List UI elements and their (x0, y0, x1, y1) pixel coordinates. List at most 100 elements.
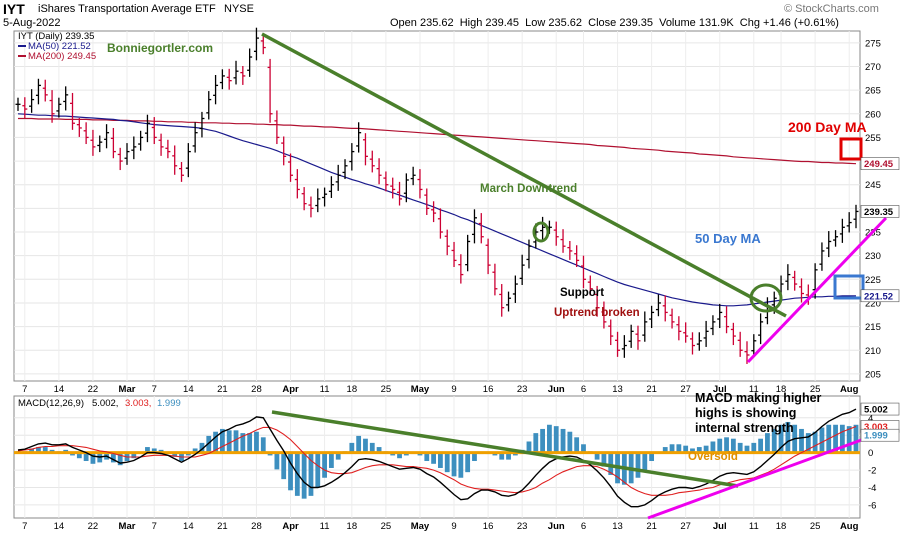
price-bar (403, 173, 409, 203)
price-tick-label: 230 (865, 251, 881, 262)
macd-histogram-bar (526, 441, 532, 453)
macd-histogram-bar (151, 448, 157, 453)
support-circle (749, 283, 783, 313)
date-tick-label: 18 (347, 521, 358, 532)
price-bar (492, 263, 498, 296)
date-tick-label: 22 (88, 384, 99, 395)
macd-histogram-bar (213, 431, 218, 453)
macd-histogram-bar (553, 426, 559, 453)
macd-histogram-bar (799, 428, 804, 453)
macd-histogram-bar (36, 447, 41, 453)
macd-histogram-bar (540, 428, 546, 453)
macd-histogram-bar (805, 433, 811, 453)
price-bar (437, 208, 443, 239)
date-tick-label: 13 (612, 521, 623, 532)
macd-histogram-bar (690, 448, 695, 453)
date-tick-label: 11 (320, 521, 330, 532)
price-bar (689, 332, 695, 355)
header-symbol: IYT (3, 1, 25, 17)
date-tick-label: 25 (381, 521, 392, 532)
macd-histogram-bar (301, 452, 307, 499)
price-panel-frame (13, 30, 861, 382)
price-bar (151, 117, 157, 145)
price-bar (730, 322, 736, 346)
price-bar (206, 91, 212, 120)
price-bar (199, 111, 205, 138)
price-tick-label: 210 (865, 346, 881, 357)
price-tick-label: 245 (865, 180, 881, 191)
price-bar (506, 291, 512, 312)
price-value-tag: 239.35 (864, 207, 894, 218)
price-bar (567, 241, 573, 260)
date-tick-label: 9 (451, 521, 456, 532)
price-bar (839, 218, 845, 243)
macd-histogram-bar (90, 452, 96, 464)
price-bar (83, 122, 89, 145)
price-bar (751, 334, 757, 358)
price-bar (376, 158, 382, 185)
macd-histogram-bar (363, 438, 368, 453)
annotation-macd-line-1: MACD making higher (695, 391, 822, 405)
annotation-macd-line-2: highs is showing (695, 406, 796, 420)
macd-histogram-bar (117, 452, 123, 466)
macd-histogram-bar (724, 437, 729, 453)
date-tick-label: 6 (581, 521, 586, 532)
hist-value-tag-box (860, 428, 900, 442)
price-bar (131, 136, 137, 160)
macd-histogram-bar (451, 452, 457, 477)
macd-histogram-bar (240, 433, 246, 453)
macd-histogram-bar (431, 452, 436, 464)
macd-histogram-bar (771, 428, 777, 453)
annotation-macd-line-3: internal strength (695, 421, 794, 435)
date-tick-label: Jun (548, 521, 565, 532)
price-bar (540, 216, 546, 240)
date-tick-label: 14 (54, 384, 65, 395)
date-tick-label: Aug (840, 521, 859, 532)
price-bar (110, 127, 116, 159)
macd-histogram-bar (683, 445, 689, 453)
macd-histogram-bar (356, 435, 362, 453)
macd-histogram-bar (574, 437, 580, 453)
macd-histogram-bar (601, 452, 607, 467)
price-bar (444, 229, 450, 256)
price-bar (362, 133, 368, 166)
ma200-callout-box (839, 137, 863, 161)
macd-tick-label: 0 (868, 448, 873, 459)
price-bar (22, 97, 28, 119)
date-tick-label: 7 (22, 384, 27, 395)
price-bar (587, 275, 593, 296)
price-bar (826, 231, 832, 258)
legend-ma200: MA(200) 249.45 (28, 51, 96, 62)
date-tick-label: 21 (217, 521, 228, 532)
date-tick-label: 11 (320, 384, 330, 395)
annotation-oversold: Oversold (688, 451, 738, 463)
date-tick-label: 7 (22, 521, 27, 532)
price-bar (819, 242, 825, 271)
macd-legend-value-2: 3.003, (125, 398, 151, 409)
price-bar (124, 143, 130, 165)
macd-histogram-bar (533, 433, 539, 453)
price-bar (512, 275, 518, 303)
price-bar (35, 78, 41, 105)
price-bar (29, 89, 35, 113)
date-tick-label: 25 (810, 384, 821, 395)
macd-histogram-bar (83, 452, 89, 462)
macd-histogram-bar (560, 428, 566, 453)
macd-histogram-bar (219, 428, 225, 453)
price-bar (594, 285, 600, 317)
price-bar (90, 129, 96, 156)
macd-downtrend-line (271, 410, 739, 488)
price-bar (417, 169, 423, 199)
date-tick-label: 18 (776, 521, 787, 532)
date-tick-label: Aug (840, 384, 859, 395)
price-bar (281, 136, 287, 166)
macd-histogram-bar (281, 452, 287, 480)
price-bar (288, 153, 294, 182)
price-tick-label: 255 (865, 133, 881, 144)
stockcharts-brand: © StockCharts.com (784, 3, 879, 15)
date-tick-label: 21 (646, 384, 657, 395)
macd-histogram-bar (662, 447, 668, 453)
price-bar (458, 254, 464, 284)
ma200-line (18, 117, 857, 165)
date-tick-label: 14 (54, 521, 65, 532)
